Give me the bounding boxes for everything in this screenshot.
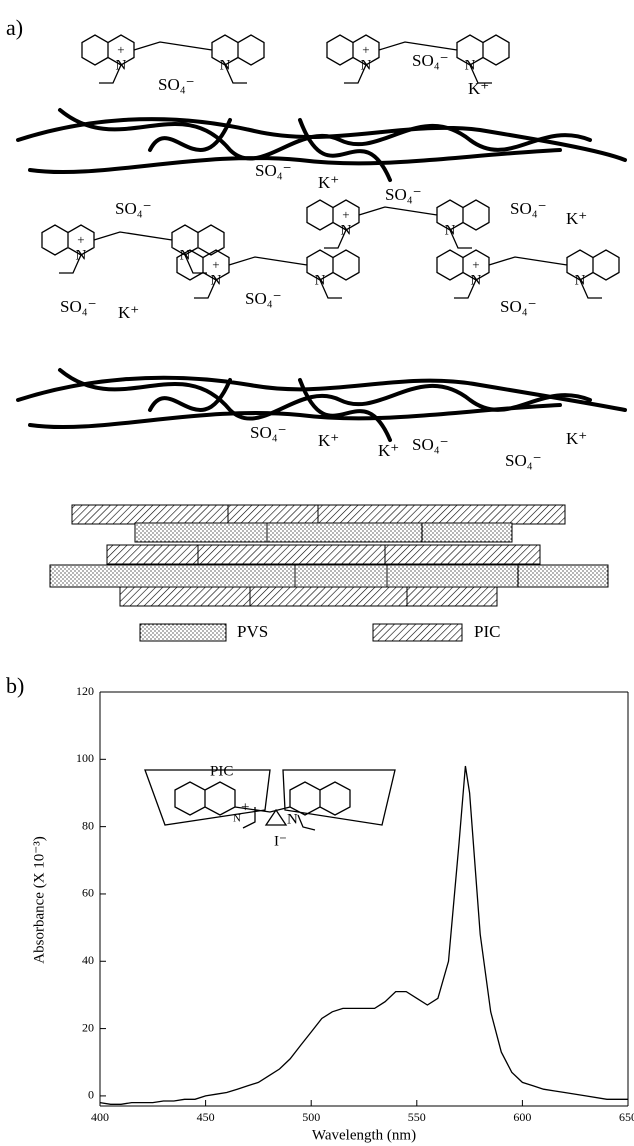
x-axis-label: Wavelength (nm) <box>312 1127 416 1143</box>
atom-label: N <box>471 272 482 288</box>
ion-label: SO₄⁻ <box>510 199 547 218</box>
brick <box>198 545 385 564</box>
atom-label: N <box>76 247 87 263</box>
panel-label: b) <box>6 673 24 698</box>
ion-label: SO₄⁻ <box>412 435 449 454</box>
ion-label: SO₄⁻ <box>115 199 152 218</box>
ion-label: K⁺ <box>468 79 489 98</box>
brick <box>135 523 267 542</box>
ion-label: SO₄⁻ <box>255 161 292 180</box>
brick <box>318 505 565 524</box>
brick <box>107 545 198 564</box>
x-tick-label: 450 <box>197 1110 215 1124</box>
annotation: N <box>287 811 298 827</box>
ion-label: K⁺ <box>566 429 587 448</box>
ion-label: SO₄⁻ <box>505 451 542 470</box>
data-line <box>100 766 628 1104</box>
annotation: I⁻ <box>274 833 287 849</box>
y-tick-label: 60 <box>82 886 94 900</box>
ion-label: SO₄⁻ <box>385 185 422 204</box>
ion-label: SO₄⁻ <box>500 297 537 316</box>
atom-label: N <box>341 222 352 238</box>
brick <box>267 523 422 542</box>
x-tick-label: 500 <box>302 1110 320 1124</box>
atom-label: + <box>342 207 349 222</box>
atom-label: N <box>575 272 586 288</box>
legend-label: PVS <box>237 622 268 641</box>
brick <box>250 587 407 606</box>
brick <box>228 505 318 524</box>
atom-label: N <box>445 222 456 238</box>
ion-label: K⁺ <box>118 303 139 322</box>
atom-label: + <box>362 42 369 57</box>
atom-label: + <box>77 232 84 247</box>
y-axis-label: Absorbance (X 10⁻³) <box>31 836 47 963</box>
legend-swatches <box>140 624 462 641</box>
ion-label: SO₄⁻ <box>158 75 195 94</box>
y-tick-label: 120 <box>76 684 94 698</box>
annotation: PIC <box>210 763 233 779</box>
brick <box>72 505 228 524</box>
brick <box>387 565 518 587</box>
ion-label: K⁺ <box>318 173 339 192</box>
ion-label: SO₄⁻ <box>245 289 282 308</box>
annotation: N <box>233 813 241 825</box>
ion-label: SO₄⁻ <box>412 51 449 70</box>
atom-label: N <box>211 272 222 288</box>
panel-label: a) <box>6 15 23 40</box>
x-tick-label: 400 <box>91 1110 109 1124</box>
y-tick-label: 80 <box>82 818 94 832</box>
brick <box>295 565 387 587</box>
atom-label: + <box>117 42 124 57</box>
x-tick-label: 600 <box>513 1110 531 1124</box>
atom-label: + <box>472 257 479 272</box>
inset-structure <box>145 770 395 830</box>
y-tick-label: 40 <box>82 953 94 967</box>
figure: a) b) Wavelength (nm) Absorbance (X 10⁻³… <box>0 0 634 1146</box>
legend-label: PIC <box>474 622 500 641</box>
molecule <box>437 250 619 298</box>
x-tick-label: 550 <box>408 1110 426 1124</box>
ion-label: SO₄⁻ <box>60 297 97 316</box>
y-tick-label: 20 <box>82 1020 94 1034</box>
x-tick-label: 650 <box>619 1110 634 1124</box>
ion-label: K⁺ <box>318 431 339 450</box>
y-tick-label: 0 <box>88 1088 94 1102</box>
molecule <box>307 200 489 248</box>
atom-label: N <box>220 57 231 73</box>
brick <box>422 523 512 542</box>
atom-label: N <box>361 57 372 73</box>
y-tick-label: 100 <box>76 751 94 765</box>
brick <box>407 587 497 606</box>
brick <box>50 565 295 587</box>
molecule <box>42 225 224 273</box>
ion-label: SO₄⁻ <box>250 423 287 442</box>
brick <box>518 565 608 587</box>
atom-label: N <box>465 57 476 73</box>
ion-label: K⁺ <box>566 209 587 228</box>
atom-label: N <box>315 272 326 288</box>
ion-label: K⁺ <box>378 441 399 460</box>
atom-label: + <box>212 257 219 272</box>
brick <box>120 587 250 606</box>
annotation: + <box>241 799 249 815</box>
atom-label: N <box>116 57 127 73</box>
brick <box>385 545 540 564</box>
